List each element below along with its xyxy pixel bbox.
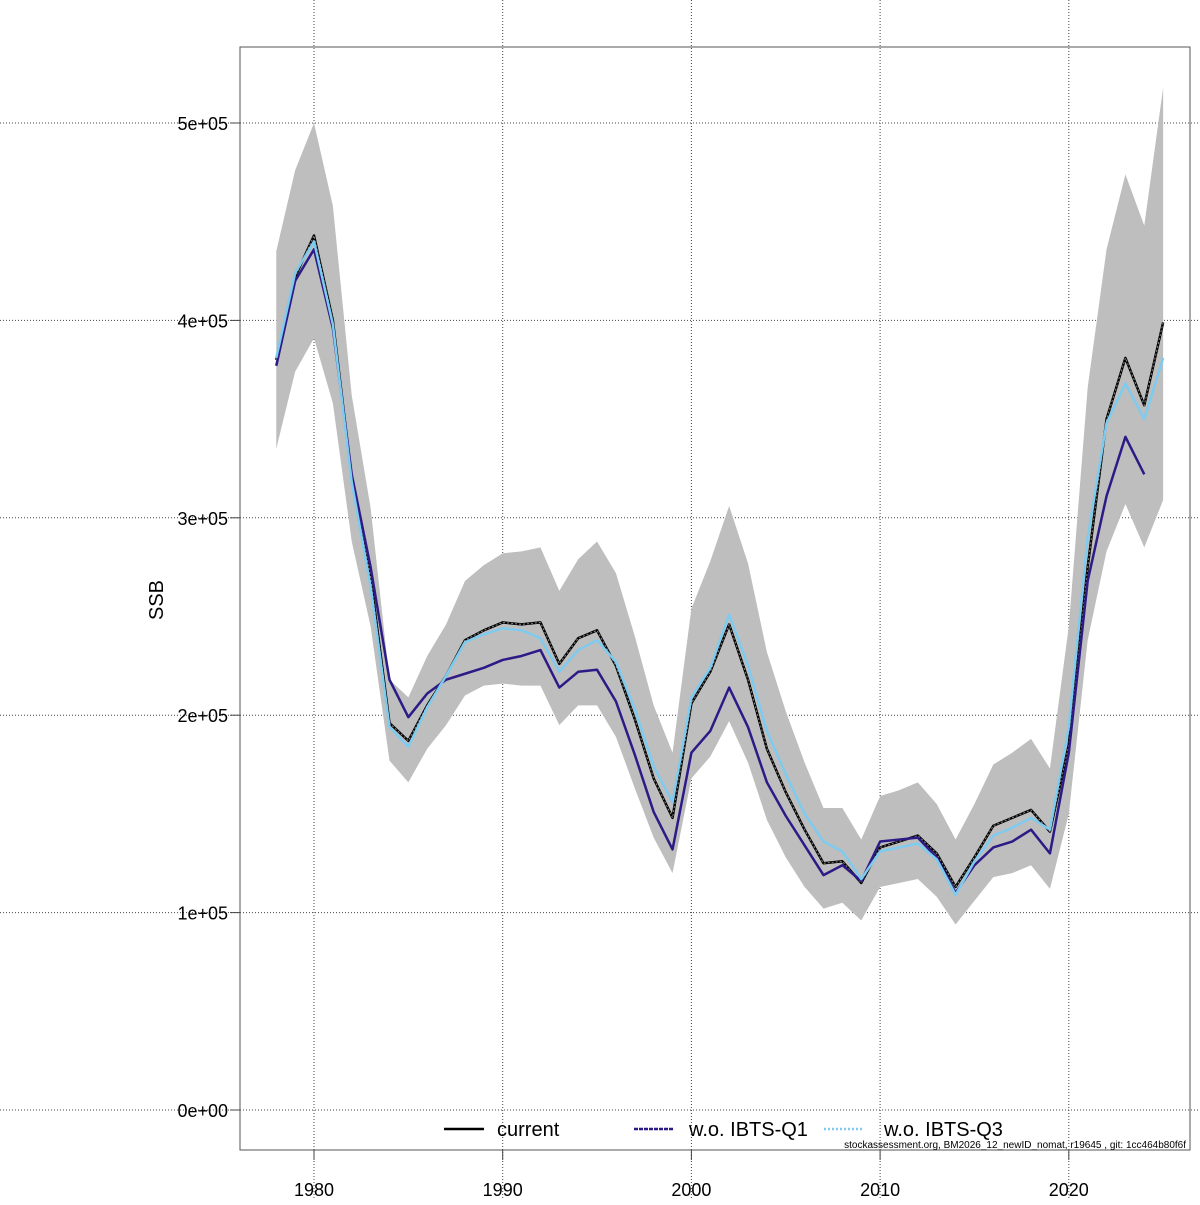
ci-band — [276, 87, 1164, 925]
legend-label-current: current — [497, 1119, 560, 1141]
y-axis: 0e+00 1e+05 2e+05 3e+05 4e+05 5e+05 — [177, 114, 240, 1121]
x-tick-label: 2010 — [860, 1180, 900, 1200]
plot-frame — [239, 46, 1191, 1151]
y-tick-label: 5e+05 — [177, 114, 228, 134]
x-tick-label: 2000 — [671, 1180, 711, 1200]
series-lines — [275, 233, 1165, 897]
x-tick-label: 1990 — [483, 1180, 523, 1200]
y-tick-label: 0e+00 — [177, 1101, 228, 1121]
series-line-0-overlay — [275, 233, 1164, 888]
x-axis: 1980 1990 2000 2010 2020 — [294, 1150, 1089, 1200]
legend: current w.o. IBTS-Q1 w.o. IBTS-Q3 — [444, 1119, 1003, 1141]
y-tick-label: 3e+05 — [177, 509, 228, 529]
confidence-band — [276, 87, 1164, 925]
y-tick-label: 1e+05 — [177, 904, 228, 924]
x-tick-label: 1980 — [294, 1180, 334, 1200]
footer-credit: stockassessment.org, BM2026_12_newID_nom… — [844, 1140, 1186, 1151]
x-tick-label: 2020 — [1049, 1180, 1089, 1200]
y-tick-label: 2e+05 — [177, 706, 228, 726]
legend-label-q3: w.o. IBTS-Q3 — [883, 1119, 1003, 1141]
series-line-1 — [275, 248, 1146, 895]
y-tick-label: 4e+05 — [177, 311, 228, 331]
series-line-2 — [275, 240, 1165, 897]
legend-label-q1: w.o. IBTS-Q1 — [688, 1119, 808, 1141]
y-axis-label: SSB — [146, 580, 168, 620]
